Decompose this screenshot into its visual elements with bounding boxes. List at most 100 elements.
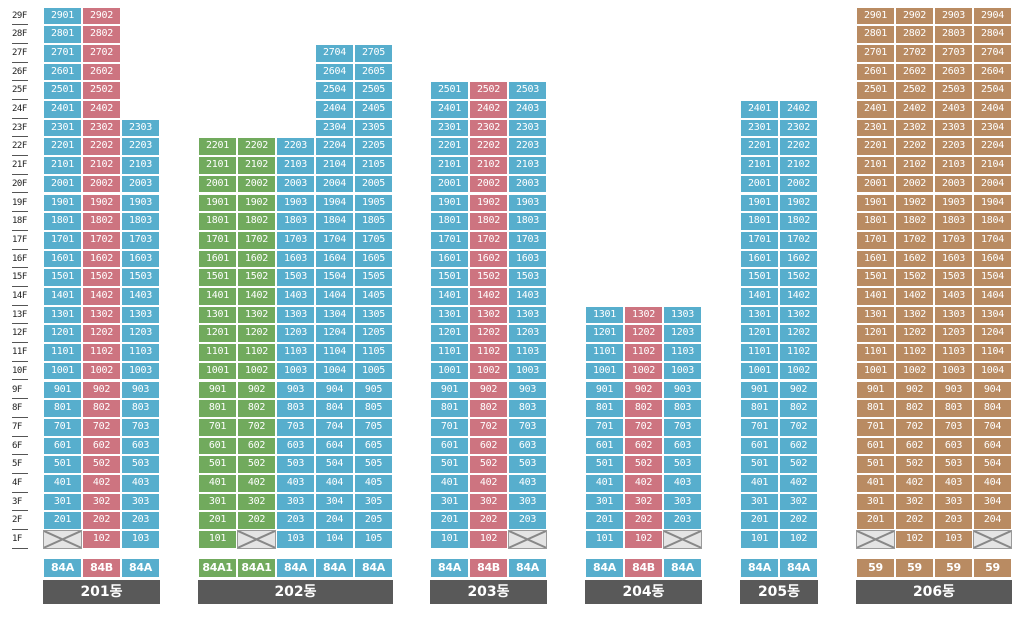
unit-cell: 1201 <box>430 324 469 344</box>
unit-cell: 2002 <box>469 174 508 194</box>
unit-cell: 2904 <box>973 6 1012 26</box>
unit-cell: 2402 <box>779 100 818 119</box>
unit-cell: 701 <box>43 417 82 437</box>
unit-cell: 402 <box>469 474 508 493</box>
unit-cell: 703 <box>663 417 702 437</box>
unit-cell: 1901 <box>856 193 895 213</box>
unit-cell: 2304 <box>973 118 1012 138</box>
floor-label: 1F <box>12 530 28 549</box>
unit-cell: 403 <box>121 474 160 493</box>
unit-cell: 504 <box>973 455 1012 474</box>
unit-cell: 1901 <box>198 193 237 213</box>
unit-cell: 1302 <box>779 305 818 325</box>
unit-cell: 502 <box>624 455 663 474</box>
unit-cell: 1804 <box>973 212 1012 231</box>
unit-cell: 1204 <box>315 324 354 344</box>
unit-cell: 501 <box>198 455 237 474</box>
unit-cell: 2505 <box>354 81 393 100</box>
unit-cell: 2604 <box>315 62 354 82</box>
unit-cell: 405 <box>354 474 393 493</box>
unit-cell: 2801 <box>856 25 895 44</box>
unit-cell: 1002 <box>624 361 663 381</box>
unit-cell: 1901 <box>43 193 82 213</box>
unit-cell: 2901 <box>856 6 895 26</box>
unit-cell: 303 <box>508 492 547 512</box>
unit-cell: 2103 <box>121 156 160 175</box>
unit-cell: 1502 <box>82 268 121 287</box>
unit-cell: 702 <box>779 417 818 437</box>
unit-cell: 401 <box>430 474 469 493</box>
unit-cell: 2602 <box>82 62 121 82</box>
unit-cell: 103 <box>276 530 315 549</box>
unit-cell: 1401 <box>856 287 895 306</box>
unit-cell: 2303 <box>508 118 547 138</box>
unit-cell: 1302 <box>895 305 934 325</box>
unit-cell: 602 <box>895 436 934 456</box>
unit-cell: 901 <box>585 380 624 400</box>
unit-cell: 1304 <box>973 305 1012 325</box>
unit-cell: 1401 <box>430 287 469 306</box>
unit-cell: 402 <box>82 474 121 493</box>
unit-cell: 1301 <box>43 305 82 325</box>
unit-cell: 1202 <box>779 324 818 344</box>
unit-cell: 2902 <box>895 6 934 26</box>
unit-cell: 2802 <box>895 25 934 44</box>
unit-cell: 303 <box>934 492 973 512</box>
floor-label: 17F <box>12 231 28 250</box>
unit-cell: 1601 <box>740 249 779 269</box>
unit-cell: 102 <box>895 530 934 549</box>
unit-cell: 2403 <box>508 100 547 119</box>
unit-cell: 1302 <box>624 305 663 325</box>
unit-cell: 1604 <box>973 249 1012 269</box>
empty-unit-cell <box>663 530 702 549</box>
floor-label: 16F <box>12 250 28 269</box>
unit-cell: 301 <box>198 492 237 512</box>
unit-cell: 601 <box>856 436 895 456</box>
unit-cell: 501 <box>856 455 895 474</box>
unit-cell: 1802 <box>237 212 276 231</box>
unit-cell: 1203 <box>121 324 160 344</box>
unit-cell: 301 <box>585 492 624 512</box>
unit-cell: 1503 <box>121 268 160 287</box>
unit-cell: 703 <box>121 417 160 437</box>
unit-cell: 202 <box>779 511 818 531</box>
unit-cell: 603 <box>276 436 315 456</box>
unit-cell: 701 <box>198 417 237 437</box>
unit-cell: 1201 <box>198 324 237 344</box>
empty-unit-cell <box>237 530 276 549</box>
unit-cell: 1602 <box>82 249 121 269</box>
unit-cell: 604 <box>315 436 354 456</box>
unit-cell: 1402 <box>237 287 276 306</box>
unit-cell: 1901 <box>430 193 469 213</box>
unit-cell: 1401 <box>43 287 82 306</box>
unit-cell: 902 <box>624 380 663 400</box>
unit-cell: 1805 <box>354 212 393 231</box>
unit-cell: 2703 <box>934 43 973 63</box>
unit-cell: 1501 <box>856 268 895 287</box>
unit-cell: 2603 <box>934 62 973 82</box>
unit-cell: 1504 <box>973 268 1012 287</box>
building-label: 205동 <box>740 580 818 604</box>
unit-type-label: 84A1 <box>237 558 276 578</box>
unit-cell: 701 <box>740 417 779 437</box>
unit-cell: 702 <box>82 417 121 437</box>
unit-cell: 2002 <box>237 174 276 194</box>
unit-cell: 2102 <box>82 156 121 175</box>
unit-cell: 2502 <box>469 81 508 100</box>
unit-cell: 702 <box>895 417 934 437</box>
unit-cell: 1403 <box>121 287 160 306</box>
unit-cell: 303 <box>663 492 702 512</box>
unit-cell: 203 <box>508 511 547 531</box>
unit-cell: 1901 <box>740 193 779 213</box>
unit-cell: 202 <box>624 511 663 531</box>
unit-cell: 2005 <box>354 174 393 194</box>
unit-cell: 1003 <box>121 361 160 381</box>
unit-cell: 605 <box>354 436 393 456</box>
unit-cell: 1301 <box>740 305 779 325</box>
unit-cell: 2301 <box>430 118 469 138</box>
unit-cell: 1003 <box>508 361 547 381</box>
unit-cell: 502 <box>237 455 276 474</box>
unit-cell: 2102 <box>237 156 276 175</box>
unit-cell: 1403 <box>934 287 973 306</box>
unit-cell: 902 <box>237 380 276 400</box>
